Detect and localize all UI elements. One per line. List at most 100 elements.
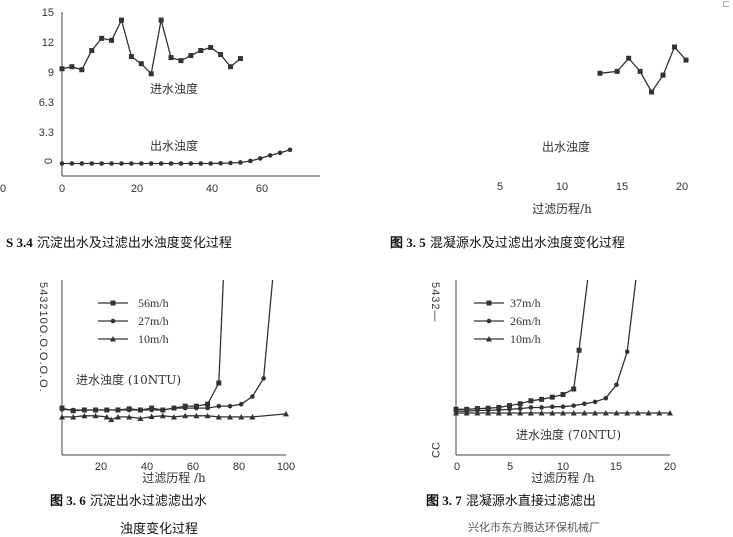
- fig34-y-tick-label: 15: [42, 7, 54, 19]
- fig37-series-2-point: [613, 410, 620, 416]
- fig36-series-2-point: [92, 412, 99, 419]
- fig36-x-tick-label: 60: [187, 461, 199, 473]
- fig36-series-0-point: [216, 380, 222, 386]
- fig34-series-1-point: [158, 161, 164, 166]
- fig37-series-1-point: [624, 349, 630, 355]
- fig36-series-1-point: [182, 405, 188, 411]
- fig37-series-1-point: [528, 405, 534, 410]
- fig34-series-0-point: [128, 54, 134, 60]
- fig34-series-0-point: [148, 71, 154, 77]
- fig35-x-tick-label: 5: [497, 181, 503, 193]
- fig37-y-tick-labels: 5432—: [429, 282, 441, 322]
- fig36-legend-1-marker: [110, 318, 116, 324]
- fig37-series-0-point: [539, 396, 545, 402]
- fig37-series-1-point: [560, 404, 566, 410]
- fig37-x-tick-label: 0: [454, 461, 460, 473]
- fig34-x-tick-label: 60: [256, 183, 268, 195]
- fig34-x-tick-label: 40: [206, 183, 218, 195]
- fig37-x-axis-label: 过滤历程 /h: [531, 470, 595, 485]
- fig37-series-2-point: [581, 410, 588, 416]
- fig36-series-1-point: [82, 407, 87, 413]
- fig34-series-0-point: [158, 17, 164, 23]
- fig34-series-1-point: [228, 160, 233, 166]
- fig34-number: S 3.4: [6, 235, 33, 250]
- fig36-series-2-point: [215, 413, 222, 420]
- fig37-legend-2-marker: [486, 336, 492, 342]
- fig37-legend-1-marker: [486, 318, 492, 324]
- fig36-annotation: 进水浊度 (10NTU): [76, 372, 181, 387]
- fig37-series-2-point: [538, 410, 545, 416]
- fig36-series-2-point: [137, 415, 144, 421]
- fig37-series-2-point: [667, 410, 673, 416]
- fig35-series-0-point: [597, 70, 603, 76]
- fig34-series-0-point: [178, 58, 184, 64]
- fig36-series-1-point: [149, 407, 154, 413]
- fig35-series-0-point: [672, 44, 678, 50]
- fig37-caption: 图 3. 7 混凝源水直接过滤滤出: [426, 490, 596, 509]
- fig35-series-0-point: [637, 68, 643, 74]
- fig34-series-1-point: [257, 156, 263, 161]
- fig34-series-1-point: [218, 160, 223, 166]
- fig34-series-1-point: [248, 158, 253, 164]
- fig34-series-0-point: [79, 67, 85, 73]
- fig37-series-1-point: [614, 382, 619, 387]
- fig36-legend-1-label: 27m/h: [138, 314, 169, 328]
- fig34-y-tick-label: 3.3: [39, 127, 54, 139]
- fig35-number: 图 3. 5: [390, 235, 426, 250]
- fig35-series-0-point: [660, 72, 666, 78]
- fig35-caption: 图 3. 5 混凝源水及过滤出水浊度变化过程: [390, 232, 625, 251]
- fig34-series-0-point: [99, 35, 105, 41]
- fig37-series-2-point: [506, 410, 513, 416]
- fig37-series-0-point: [560, 392, 566, 398]
- fig36-x-tick-label: 80: [233, 461, 245, 473]
- fig37-series-2-point: [592, 410, 599, 416]
- fig36-title: 沉淀出水过滤滤出水: [89, 494, 207, 509]
- fig34-x-tick-label: 0: [59, 183, 65, 195]
- fig35-x-axis-label: 过滤历程/h: [532, 201, 592, 216]
- fig37-series-2-point: [549, 410, 556, 416]
- fig34-series-0-point: [218, 52, 224, 58]
- fig37-series-1-point: [539, 405, 544, 410]
- fig34-y-tick-label: 6.3: [39, 97, 54, 109]
- fig37-series-2-point: [527, 410, 534, 416]
- fig34-series-1-point: [277, 150, 283, 156]
- fig36-series-2-point: [193, 412, 200, 419]
- fig35-x-tick-label: 15: [616, 181, 628, 193]
- fig37-series-1-point: [517, 406, 523, 411]
- fig36-series-2-point: [238, 413, 245, 420]
- fig36-legend-2-marker: [110, 336, 116, 342]
- fig37-series-0-point: [496, 404, 502, 410]
- fig34-title: 沉淀出水及过滤出水浊度变化过程: [36, 236, 232, 251]
- fig37-series-1-point: [603, 395, 609, 401]
- fig37-series-2-point: [463, 410, 470, 416]
- fig37-series-1-point: [550, 404, 555, 410]
- fig37-series-2-point: [624, 410, 631, 416]
- fig37-annotation: 进水浊度 (70NTU): [516, 427, 621, 442]
- fig34-series-1-point: [69, 161, 75, 166]
- fig36-series-2-point: [227, 413, 233, 420]
- fig37-x-tick-label: 5: [507, 461, 513, 473]
- fig37-legend-1-label: 26m/h: [510, 314, 541, 328]
- fig34-series-1-point: [129, 161, 134, 166]
- fig34-series-1-point: [168, 161, 174, 166]
- fig36-series-2-point: [204, 412, 211, 419]
- fig37-series-2-point: [453, 410, 459, 416]
- fig37-x-tick-label: 10: [557, 461, 569, 473]
- fig34-series-0-point: [168, 55, 174, 61]
- fig35-title: 混凝源水及过滤出水浊度变化过程: [429, 236, 625, 251]
- watermark: 兴化市东方腾达环保机械厂: [468, 521, 600, 534]
- fig34-series-1-point: [109, 161, 114, 166]
- fig36-series-2-point: [283, 410, 289, 417]
- fig35-series-0-point: [683, 57, 689, 63]
- fig37-y-bottom-label: ϽϽ: [429, 442, 441, 458]
- fig37-series-0-point: [576, 347, 582, 353]
- fig36-series-2-point: [148, 413, 155, 420]
- fig34-x-tick-label: 80: [0, 183, 6, 195]
- fig36-legend-0-label: 56m/h: [138, 296, 169, 310]
- fig34-series-1-point: [198, 161, 204, 166]
- fig36-series-1-point: [59, 406, 65, 412]
- fig36-series-2-point: [59, 413, 65, 420]
- fig36-series-2-point: [171, 413, 177, 420]
- fig36-series-1-point: [250, 394, 255, 399]
- fig36-series-1-point: [115, 407, 121, 413]
